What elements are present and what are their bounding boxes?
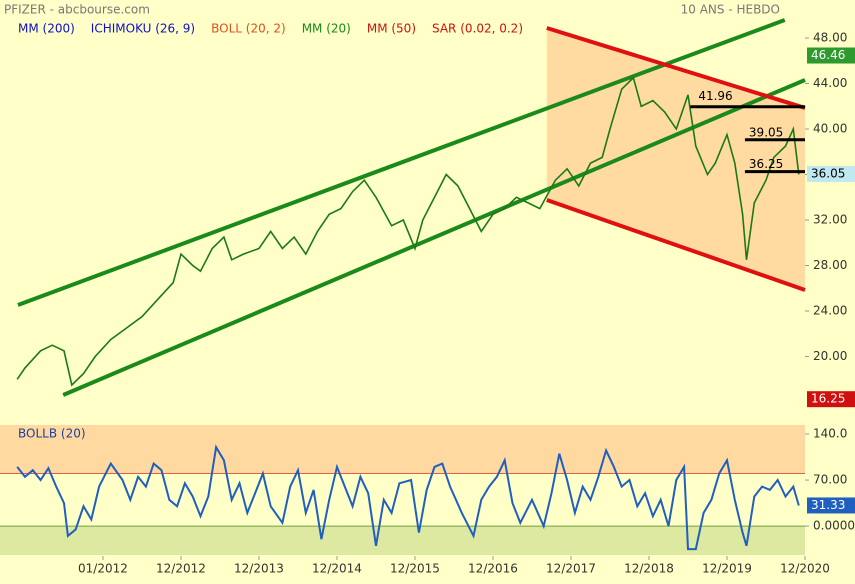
x-tick-label: 12/2015 [390, 562, 440, 576]
value-marker-label: 36.05 [811, 166, 845, 180]
chart-title: PFIZER - abcbourse.com [4, 3, 150, 17]
legend-entry: SAR (0.02, 0.2) [432, 22, 523, 36]
value-marker [807, 497, 855, 514]
value-marker-label: 46.46 [811, 48, 845, 62]
y-tick-label: 70.00 [813, 473, 847, 487]
value-marker-label: 31.33 [811, 498, 845, 512]
series-line [16, 76, 800, 387]
x-tick-label: 12/2018 [624, 562, 674, 576]
band [0, 526, 805, 555]
x-tick-label: 12/2019 [702, 562, 752, 576]
y-tick-label: 0.0000 [813, 519, 855, 533]
y-tick-label: 40.00 [813, 122, 847, 136]
x-tick-label: 12/2017 [546, 562, 596, 576]
x-tick-label: 12/2012 [156, 562, 206, 576]
legend-entry: BOLL (20, 2) [211, 22, 286, 36]
y-tick-label: 24.00 [813, 304, 847, 318]
value-marker [807, 391, 855, 408]
value-marker [807, 47, 855, 64]
x-tick-label: 01/2012 [78, 562, 128, 576]
value-marker-label: 16.25 [811, 392, 845, 406]
value-marker [807, 165, 855, 182]
x-tick-label: 12/2014 [312, 562, 362, 576]
x-tick-label: 12/2020 [780, 562, 830, 576]
series-line [16, 444, 800, 551]
y-tick-label: 48.00 [813, 30, 847, 44]
band [0, 425, 805, 474]
y-tick-label: 28.00 [813, 258, 847, 272]
trendline [17, 18, 786, 307]
legend-entry: MM (50) [367, 22, 416, 36]
level-label: 41.96 [698, 89, 732, 103]
level-label: 36.25 [749, 157, 783, 171]
period-label: 10 ANS - HEBDO [681, 3, 780, 17]
legend-entry: MM (20) [302, 22, 351, 36]
y-tick-label: 44.00 [813, 76, 847, 90]
trendline [62, 78, 806, 397]
legend-entry: MM (200) [18, 22, 75, 36]
trendline [546, 198, 806, 292]
y-tick-label: 20.00 [813, 349, 847, 363]
channel-area [546, 27, 805, 290]
panel-title: BOLLB (20) [18, 427, 86, 441]
legend-entry: ICHIMOKU (26, 9) [91, 22, 195, 36]
level-label: 39.05 [749, 125, 783, 139]
x-tick-label: 12/2016 [468, 562, 518, 576]
trendline [546, 26, 806, 110]
x-tick-label: 12/2013 [234, 562, 284, 576]
y-tick-label: 140.0 [813, 427, 847, 441]
y-tick-label: 32.00 [813, 213, 847, 227]
